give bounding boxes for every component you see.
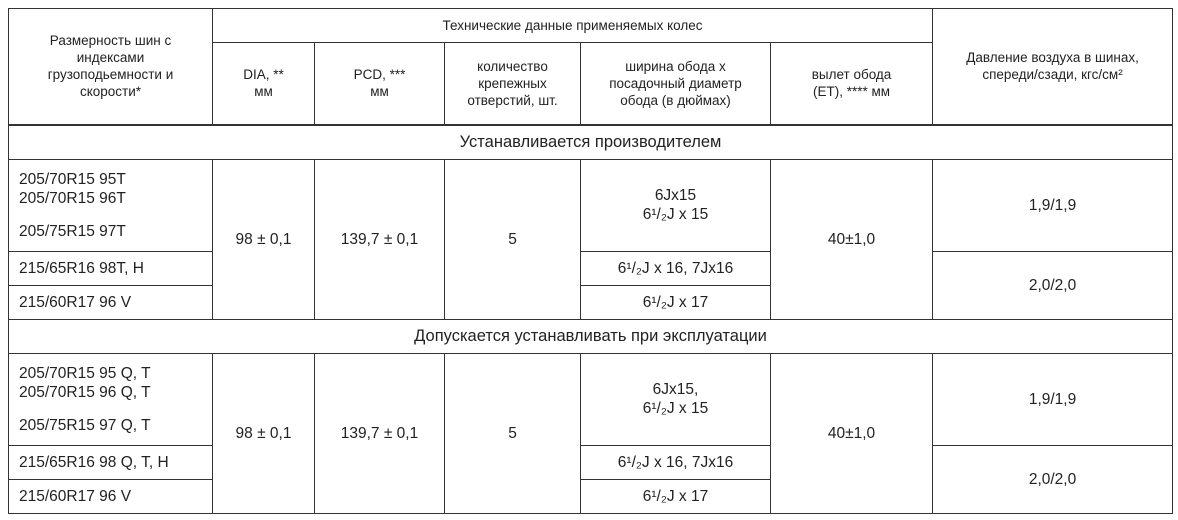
bolt-count-value: 5 — [444, 158, 581, 320]
header-offset: вылет обода (ET), **** мм — [769, 42, 934, 126]
section-title: Устанавливается производителем — [7, 124, 1174, 160]
tire-size: 205/70R15 95 Q, T — [19, 364, 151, 382]
offset-value: 40±1,0 — [769, 352, 934, 514]
tire-wheel-spec-table: Размерность шин с индексами грузоподьемн… — [7, 8, 1174, 514]
rim-size: 6¹/₂J x 17 — [580, 284, 771, 320]
tire-size: 205/70R15 96T — [19, 189, 126, 207]
header-pcd: PCD, *** мм — [314, 42, 445, 126]
rim-size-cell: 6Jx15, 6¹/₂J x 15 — [580, 352, 771, 446]
rim-size: 6¹/₂J x 16, 7Jx16 — [580, 444, 771, 480]
rim-size: 6Jx15, — [652, 381, 699, 398]
tire-size: 215/60R17 96 V — [8, 478, 213, 514]
section-title: Допускается устанавливать при эксплуатац… — [7, 318, 1174, 354]
tire-sizes-cell: 205/70R15 95 Q, T 205/70R15 96 Q, T 205/… — [8, 352, 213, 446]
tire-size: 205/75R15 97T — [19, 222, 126, 240]
tire-size: 205/70R15 95T — [19, 170, 126, 188]
pcd-value: 139,7 ± 0,1 — [314, 352, 445, 514]
header-bolt-count: количество крепежных отверстий, шт. — [444, 42, 581, 126]
tire-sizes-cell: 205/70R15 95T 205/70R15 96T 205/75R15 97… — [8, 158, 213, 252]
header-dia: DIA, ** мм — [212, 42, 315, 126]
pressure-value: 1,9/1,9 — [932, 158, 1174, 252]
header-rim-size: ширина обода х посадочный диаметр обода … — [580, 42, 771, 126]
tire-size: 215/65R16 98 Q, T, H — [8, 444, 213, 480]
rim-size-cell: 6Jx15 6¹/₂J x 15 — [580, 158, 771, 252]
header-pressure: Давление воздуха в шинах, спереди/сзади,… — [932, 8, 1174, 126]
dia-value: 98 ± 0,1 — [212, 352, 315, 514]
rim-size: 6¹/₂J x 17 — [580, 478, 771, 514]
tire-size: 215/60R17 96 V — [8, 284, 213, 320]
offset-value: 40±1,0 — [769, 158, 934, 320]
header-tire-size: Размерность шин с индексами грузоподьемн… — [8, 8, 213, 126]
rim-size: 6¹/₂J x 15 — [642, 400, 709, 417]
pressure-value: 1,9/1,9 — [932, 352, 1174, 446]
rim-size: 6¹/₂J x 15 — [642, 206, 709, 223]
tire-size: 215/65R16 98T, H — [8, 250, 213, 286]
pressure-value: 2,0/2,0 — [932, 250, 1174, 320]
rim-size: 6¹/₂J x 16, 7Jx16 — [580, 250, 771, 286]
header-wheel-group: Технические данные применяемых колес — [211, 8, 934, 43]
rim-size: 6Jx15 — [654, 187, 697, 204]
tire-size: 205/75R15 97 Q, T — [19, 416, 151, 434]
pcd-value: 139,7 ± 0,1 — [314, 158, 445, 320]
bolt-count-value: 5 — [444, 352, 581, 514]
pressure-value: 2,0/2,0 — [932, 444, 1174, 514]
dia-value: 98 ± 0,1 — [212, 158, 315, 320]
tire-size: 205/70R15 96 Q, T — [19, 383, 151, 401]
